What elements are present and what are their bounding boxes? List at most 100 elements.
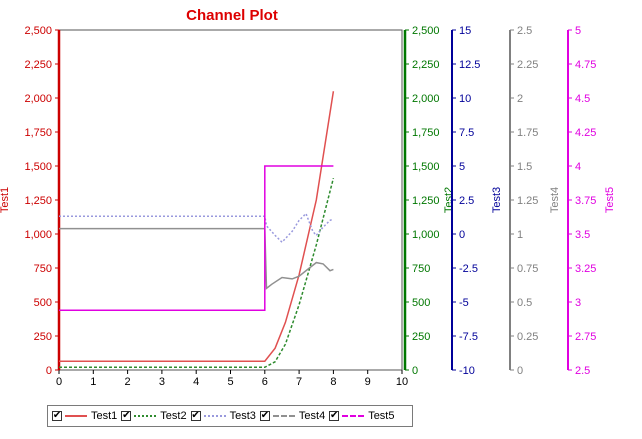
y-tick-label-test1: 2,000	[24, 93, 52, 105]
x-tick-label: 9	[365, 376, 371, 388]
x-tick-label: 1	[90, 376, 96, 388]
series-line-test1	[59, 91, 335, 362]
axis-title-test4: Test4	[549, 187, 561, 213]
y-tick-label-test5: 4	[575, 161, 581, 173]
y-tick-label-test2: 2,000	[412, 93, 440, 105]
x-tick-label: 10	[396, 376, 408, 388]
y-tick-label-test1: 500	[34, 297, 52, 309]
y-tick-label-test3: 7.5	[459, 127, 474, 139]
legend-label: Test2	[160, 410, 187, 422]
y-tick-label-test1: 1,500	[24, 161, 52, 173]
y-tick-label-test2: 1,500	[412, 161, 440, 173]
series-line-test3	[59, 212, 334, 244]
series-line-test2	[59, 178, 335, 369]
y-tick-label-test4: 2	[517, 93, 523, 105]
chart-title: Channel Plot	[186, 7, 278, 24]
series-line-test5	[59, 165, 334, 311]
y-tick-label-test5: 3	[575, 297, 581, 309]
y-tick-label-test3: 15	[459, 25, 471, 37]
legend-swatch	[65, 415, 87, 417]
y-tick-label-test2: 750	[412, 263, 430, 275]
y-tick-label-test5: 3.5	[575, 229, 590, 241]
y-tick-label-test3: -7.5	[459, 331, 478, 343]
y-tick-label-test1: 1,000	[24, 229, 52, 241]
plot-area	[58, 29, 403, 371]
legend-item-test3[interactable]: ✔ Test3	[190, 410, 256, 422]
y-tick-label-test4: 0.25	[517, 331, 538, 343]
legend-swatch	[272, 415, 295, 417]
legend-item-test1[interactable]: ✔ Test1	[52, 410, 117, 422]
y-tick-label-test4: 0	[517, 365, 523, 377]
y-tick-label-test5: 5	[575, 25, 581, 37]
y-tick-label-test1: 1,750	[24, 127, 52, 139]
y-tick-label-test3: 2.5	[459, 195, 474, 207]
y-tick-label-test4: 1.5	[517, 161, 532, 173]
legend-checkbox[interactable]: ✔	[52, 410, 62, 421]
y-tick-label-test5: 4.5	[575, 93, 590, 105]
x-tick-label: 2	[125, 376, 131, 388]
y-tick-label-test2: 0	[412, 365, 418, 377]
y-tick-label-test2: 1,750	[412, 127, 440, 139]
legend-item-test2[interactable]: ✔ Test2	[121, 410, 187, 422]
y-tick-label-test5: 4.25	[575, 127, 596, 139]
y-tick-label-test2: 250	[412, 331, 430, 343]
x-tick-label: 0	[56, 376, 62, 388]
y-tick-label-test4: 1.75	[517, 127, 538, 139]
y-tick-label-test1: 750	[34, 263, 52, 275]
y-tick-label-test1: 1,250	[24, 195, 52, 207]
y-tick-label-test3: 10	[459, 93, 471, 105]
y-tick-label-test5: 2.5	[575, 365, 590, 377]
legend-label: Test1	[91, 410, 118, 422]
y-tick-label-test5: 4.75	[575, 59, 596, 71]
y-tick-label-test2: 2,500	[412, 25, 440, 37]
y-tick-label-test1: 2,250	[24, 59, 52, 71]
y-tick-label-test4: 1	[517, 229, 523, 241]
series-line-test4	[59, 227, 334, 290]
y-tick-label-test3: -2.5	[459, 263, 478, 275]
axis-title-test1: Test1	[0, 187, 11, 213]
x-tick-label: 7	[296, 376, 302, 388]
y-tick-label-test5: 2.75	[575, 331, 596, 343]
y-tick-label-test1: 250	[34, 331, 52, 343]
y-tick-label-test3: 0	[459, 229, 465, 241]
y-tick-label-test3: -10	[459, 365, 475, 377]
y-tick-label-test2: 1,000	[412, 229, 440, 241]
legend-checkbox[interactable]: ✔	[121, 410, 132, 421]
y-tick-label-test3: -5	[459, 297, 469, 309]
x-tick-label: 4	[193, 376, 199, 388]
y-tick-label-test2: 500	[412, 297, 430, 309]
y-tick-label-test4: 2.25	[517, 59, 538, 71]
y-tick-label-test4: 0.75	[517, 263, 538, 275]
legend-swatch	[203, 415, 226, 417]
legend-item-test5[interactable]: ✔ Test5	[329, 410, 394, 422]
y-tick-label-test3: 12.5	[459, 59, 480, 71]
y-tick-label-test2: 2,250	[412, 59, 440, 71]
series-layer	[59, 91, 335, 369]
x-tick-label: 8	[330, 376, 336, 388]
y-tick-label-test5: 3.75	[575, 195, 596, 207]
y-tick-label-test5: 3.25	[575, 263, 596, 275]
legend-checkbox[interactable]: ✔	[190, 410, 201, 421]
legend-checkbox[interactable]: ✔	[329, 410, 340, 421]
axis-title-test5: Test5	[604, 187, 616, 213]
y-tick-label-test3: 5	[459, 161, 465, 173]
legend-label: Test4	[298, 410, 326, 422]
x-tick-label: 5	[227, 376, 233, 388]
y-tick-label-test2: 1,250	[412, 195, 440, 207]
axis-title-test3: Test3	[491, 187, 503, 213]
legend-swatch	[134, 415, 157, 417]
legend: ✔ Test1 ✔ Test2 ✔ Test3 ✔ Test4 ✔ Test5	[47, 405, 413, 427]
y-tick-label-test4: 0.5	[517, 297, 532, 309]
y-tick-label-test1: 2,500	[24, 25, 52, 37]
legend-swatch	[342, 415, 365, 417]
y-tick-label-test4: 2.5	[517, 25, 532, 37]
legend-label: Test5	[368, 410, 395, 422]
legend-checkbox[interactable]: ✔	[259, 410, 270, 421]
axes-layer: 0 1 2 3 4 5 6 7 8 9 1002505007501,0001,2501,5001,7…	[0, 25, 616, 388]
legend-item-test4[interactable]: ✔ Test4	[259, 410, 326, 422]
y-tick-label-test1: 0	[46, 365, 52, 377]
y-tick-label-test4: 1.25	[517, 195, 538, 207]
x-tick-label: 3	[159, 376, 165, 388]
legend-label: Test3	[229, 410, 256, 422]
